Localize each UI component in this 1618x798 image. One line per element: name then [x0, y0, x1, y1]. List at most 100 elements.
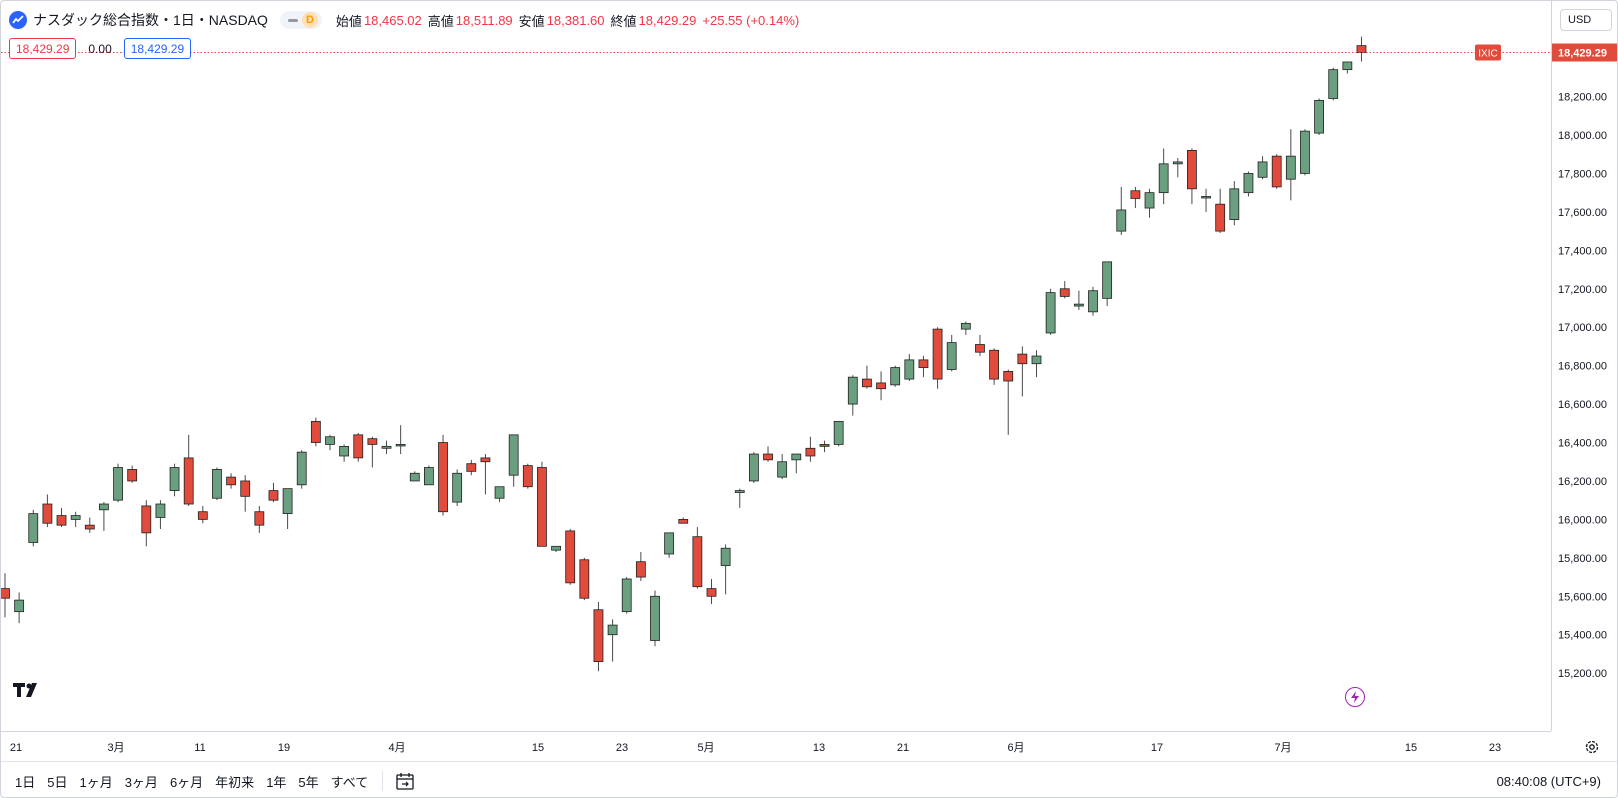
- candle[interactable]: [325, 434, 335, 451]
- candle[interactable]: [169, 463, 180, 497]
- range-ytd[interactable]: 年初来: [215, 774, 255, 790]
- candle[interactable]: [28, 509, 39, 547]
- candle[interactable]: [522, 463, 533, 489]
- candle[interactable]: [720, 544, 731, 595]
- candle[interactable]: [310, 417, 321, 447]
- candle[interactable]: [989, 348, 999, 385]
- candle[interactable]: [452, 469, 463, 506]
- candle[interactable]: [1088, 286, 1098, 316]
- candle[interactable]: [1215, 188, 1226, 234]
- candle[interactable]: [734, 488, 745, 508]
- candle[interactable]: [353, 432, 364, 462]
- candle[interactable]: [1073, 290, 1084, 310]
- candle[interactable]: [1130, 186, 1141, 209]
- candle[interactable]: [1300, 129, 1310, 176]
- candle[interactable]: [70, 511, 81, 528]
- candle[interactable]: [635, 552, 646, 581]
- candle[interactable]: [1116, 186, 1127, 235]
- candle[interactable]: [1229, 181, 1240, 226]
- candle[interactable]: [127, 465, 138, 483]
- candle[interactable]: [946, 334, 957, 372]
- lightning-icon[interactable]: [1345, 687, 1365, 707]
- candle[interactable]: [791, 453, 802, 474]
- candle[interactable]: [1017, 346, 1028, 397]
- candle[interactable]: [282, 488, 293, 530]
- candle[interactable]: [706, 578, 717, 604]
- candle[interactable]: [565, 529, 576, 585]
- price-axis[interactable]: USD 18,200.00 18,000.00 17,800.00 17,600.00…: [1551, 1, 1617, 731]
- candle[interactable]: [42, 494, 53, 528]
- candle[interactable]: [1059, 281, 1070, 299]
- candle[interactable]: [494, 486, 505, 503]
- candle[interactable]: [84, 517, 95, 533]
- candle[interactable]: [579, 557, 590, 601]
- candle[interactable]: [551, 545, 561, 553]
- range-6m[interactable]: 6ヶ月: [169, 774, 204, 790]
- candle[interactable]: [99, 502, 109, 531]
- candle[interactable]: [593, 602, 604, 672]
- candle[interactable]: [1031, 350, 1042, 378]
- range-3m[interactable]: 3ヶ月: [124, 774, 158, 790]
- candle[interactable]: [367, 436, 378, 468]
- candle[interactable]: [621, 577, 632, 614]
- candle[interactable]: [212, 467, 222, 501]
- candle[interactable]: [918, 356, 929, 378]
- buy-button[interactable]: 18,429.29: [123, 38, 192, 59]
- sell-button[interactable]: 18,429.29: [9, 38, 77, 59]
- candle[interactable]: [268, 482, 279, 503]
- range-all[interactable]: すべて: [330, 774, 369, 790]
- candle[interactable]: [890, 365, 901, 387]
- candle[interactable]: [1342, 61, 1353, 74]
- candle[interactable]: [862, 365, 872, 389]
- candle[interactable]: [480, 454, 491, 495]
- settings-gear-icon[interactable]: [1584, 739, 1600, 755]
- chart-pane[interactable]: IXIC ナスダック総合指数・1日・NASDAQ D 始値 18,465.02 …: [1, 1, 1551, 731]
- candle[interactable]: [183, 434, 194, 506]
- market-status-pill[interactable]: D: [279, 11, 322, 29]
- candle[interactable]: [805, 436, 816, 462]
- candle[interactable]: [777, 454, 788, 480]
- candle[interactable]: [819, 440, 830, 453]
- range-1d[interactable]: 1日: [15, 774, 36, 790]
- candle[interactable]: [1003, 369, 1014, 435]
- candle[interactable]: [650, 590, 660, 647]
- candle[interactable]: [607, 619, 618, 662]
- candle[interactable]: [1201, 188, 1211, 212]
- calendar-goto-icon[interactable]: [391, 768, 419, 794]
- candle[interactable]: [141, 500, 152, 547]
- candle[interactable]: [226, 473, 236, 489]
- symbol-title[interactable]: ナスダック総合指数・1日・NASDAQ: [33, 12, 268, 28]
- range-5y[interactable]: 5年: [298, 774, 319, 790]
- candle[interactable]: [423, 465, 434, 486]
- candle[interactable]: [240, 475, 251, 512]
- candle[interactable]: [395, 425, 406, 455]
- candle[interactable]: [296, 450, 307, 489]
- time-axis[interactable]: 21 3月 11 19 4月 15 23 5月 13 21 6月 17 7月 15 23: [1, 731, 1551, 759]
- candle[interactable]: [1356, 36, 1367, 62]
- candle[interactable]: [56, 507, 67, 528]
- candle[interactable]: [1314, 98, 1324, 135]
- candle[interactable]: [1144, 188, 1155, 218]
- candle[interactable]: [113, 463, 123, 503]
- candle[interactable]: [1285, 129, 1296, 201]
- candle[interactable]: [1257, 156, 1268, 180]
- candle[interactable]: [254, 505, 265, 533]
- candle[interactable]: [1172, 158, 1183, 178]
- candle[interactable]: [381, 440, 392, 455]
- candle[interactable]: [1328, 67, 1339, 101]
- clock[interactable]: 08:40:08 (UTC+9): [1496, 773, 1601, 789]
- candle[interactable]: [876, 371, 886, 401]
- candle[interactable]: [438, 434, 448, 516]
- candle[interactable]: [339, 444, 350, 462]
- range-1m[interactable]: 1ヶ月: [79, 774, 113, 790]
- candlestick-plot[interactable]: IXIC: [1, 1, 1551, 731]
- candle[interactable]: [763, 446, 773, 462]
- candle[interactable]: [155, 500, 166, 530]
- candle[interactable]: [932, 327, 943, 389]
- candle[interactable]: [1187, 148, 1197, 205]
- candle[interactable]: [847, 375, 858, 416]
- range-5d[interactable]: 5日: [47, 774, 68, 790]
- candle[interactable]: [466, 459, 477, 476]
- candle[interactable]: [1102, 261, 1113, 307]
- candle[interactable]: [1158, 148, 1169, 205]
